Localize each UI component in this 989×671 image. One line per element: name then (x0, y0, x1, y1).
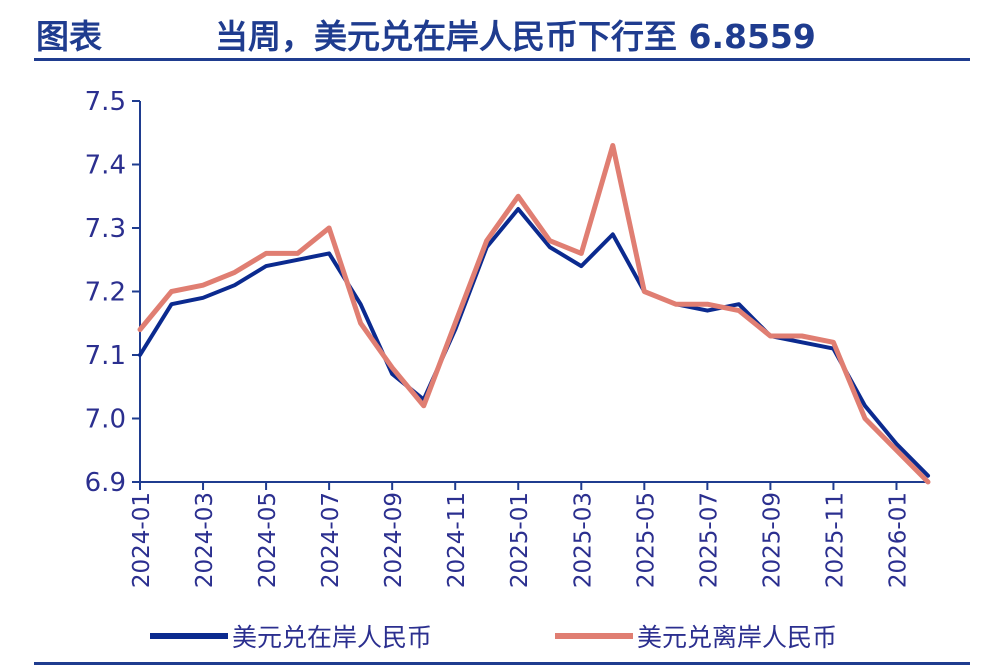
x-tick-label: 2024-05 (255, 492, 281, 588)
series-lines (137, 143, 931, 485)
x-tick-label: 2024-09 (381, 492, 407, 588)
x-tick-label: 2024-03 (192, 492, 218, 588)
bottom-rule (34, 662, 970, 665)
top-rule (34, 58, 970, 61)
x-tick-label: 2025-09 (759, 492, 785, 588)
y-tick-label: 7.5 (85, 87, 126, 117)
chart-header: 图表 当周，美元兑在岸人民币下行至 6.8559 (0, 0, 989, 62)
y-tick-label: 7.1 (85, 341, 126, 371)
x-axis-ticks: 2024-01 2024-03 2024-05 2024-07 2024-09 2024-… (129, 482, 911, 588)
legend-label-onshore: 美元兑在岸人民币 (232, 623, 433, 652)
x-tick-label: 2024-07 (318, 492, 344, 588)
y-tick-label: 7.2 (85, 278, 126, 308)
x-tick-label: 2026-01 (885, 492, 911, 588)
legend-swatch-onshore (150, 633, 228, 639)
legend-swatch-offshore (555, 633, 633, 639)
legend-item-onshore: 美元兑在岸人民币 (150, 618, 432, 654)
x-tick-label: 2024-11 (444, 492, 470, 588)
x-tick-label: 2025-05 (633, 492, 659, 588)
y-tick-label: 7.3 (85, 214, 126, 244)
y-axis-ticks: 6.9 7.0 7.1 7.2 7.3 7.4 7.5 (85, 87, 140, 498)
chart-axes (139, 101, 928, 483)
legend-item-offshore: 美元兑离岸人民币 (555, 618, 837, 654)
x-tick-label: 2025-07 (696, 492, 722, 588)
y-tick-label: 7.4 (85, 151, 126, 181)
y-tick-label: 6.9 (85, 468, 126, 498)
legend-label-offshore: 美元兑离岸人民币 (637, 623, 838, 652)
y-tick-label: 7.0 (85, 405, 126, 435)
x-tick-label: 2025-03 (570, 492, 596, 588)
x-tick-label: 2025-11 (822, 492, 848, 588)
series-line-offshore (137, 143, 931, 485)
figure-label: 图表 (36, 17, 102, 56)
chart-title: 当周，美元兑在岸人民币下行至 6.8559 (215, 17, 816, 56)
series-line-onshore (138, 207, 930, 478)
x-tick-label: 2024-01 (129, 492, 155, 588)
x-tick-label: 2025-01 (507, 492, 533, 588)
